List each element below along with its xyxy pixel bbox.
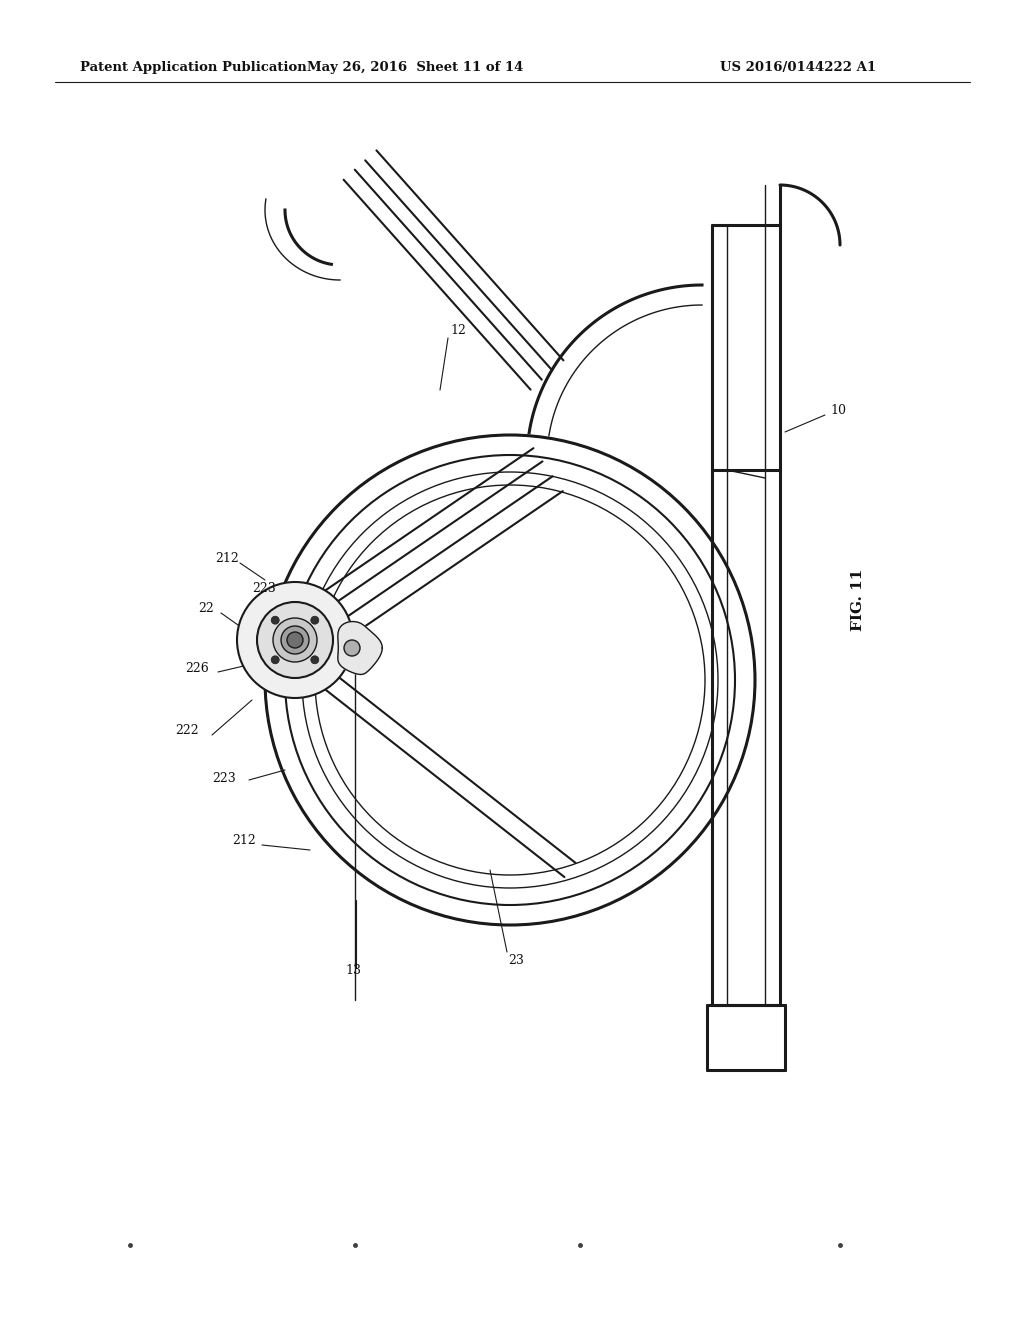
Text: 226: 226 [185,661,209,675]
Circle shape [273,618,317,663]
Circle shape [281,626,309,653]
Text: 212: 212 [215,552,239,565]
Polygon shape [338,622,382,675]
Circle shape [237,582,353,698]
Circle shape [311,616,318,624]
Text: 13: 13 [345,964,361,977]
Text: May 26, 2016  Sheet 11 of 14: May 26, 2016 Sheet 11 of 14 [307,62,523,74]
Circle shape [344,640,360,656]
Text: 10: 10 [830,404,846,417]
Text: 223: 223 [212,771,236,784]
Text: 22: 22 [198,602,214,615]
Circle shape [271,616,280,624]
Circle shape [257,602,333,678]
Text: 222: 222 [175,723,199,737]
Circle shape [287,632,303,648]
Circle shape [311,656,318,664]
Text: 12: 12 [450,323,466,337]
Text: US 2016/0144222 A1: US 2016/0144222 A1 [720,62,877,74]
Circle shape [271,656,280,664]
Text: FIG. 11: FIG. 11 [851,569,865,631]
Text: Patent Application Publication: Patent Application Publication [80,62,307,74]
Text: 23: 23 [508,953,524,966]
Text: 212: 212 [232,833,256,846]
Text: 223: 223 [252,582,275,594]
